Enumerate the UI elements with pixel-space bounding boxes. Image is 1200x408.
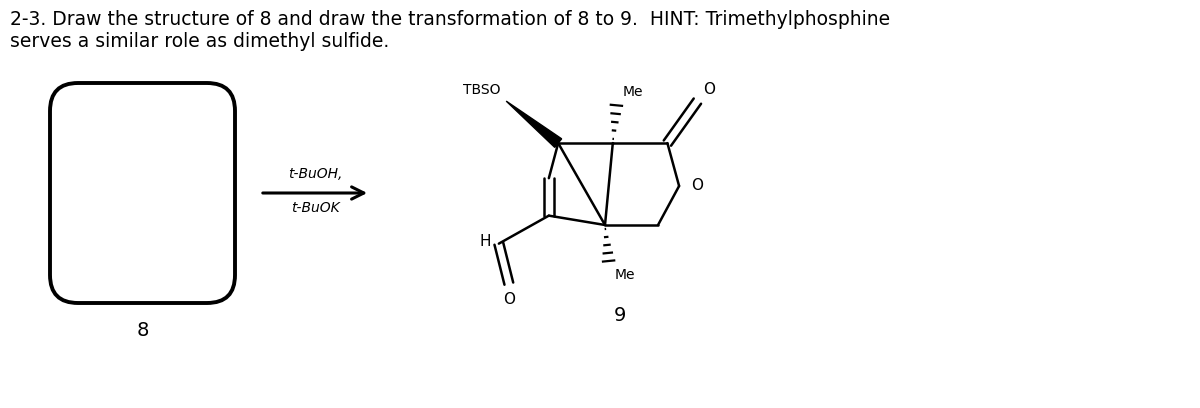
Text: 9: 9 xyxy=(614,306,626,325)
Text: t-BuOH,: t-BuOH, xyxy=(288,167,342,181)
Text: TBSO: TBSO xyxy=(463,83,500,97)
Text: 2-3. Draw the structure of 8 and draw the transformation of 8 to 9.  HINT: Trime: 2-3. Draw the structure of 8 and draw th… xyxy=(10,10,890,51)
Text: O: O xyxy=(503,292,515,307)
FancyBboxPatch shape xyxy=(50,83,235,303)
Text: Me: Me xyxy=(616,268,636,282)
Text: 8: 8 xyxy=(137,321,149,340)
Text: O: O xyxy=(703,82,715,97)
Text: Me: Me xyxy=(623,85,643,99)
Text: O: O xyxy=(691,178,703,193)
Text: t-BuOK: t-BuOK xyxy=(290,201,340,215)
Polygon shape xyxy=(506,101,562,147)
Text: H: H xyxy=(479,234,491,249)
